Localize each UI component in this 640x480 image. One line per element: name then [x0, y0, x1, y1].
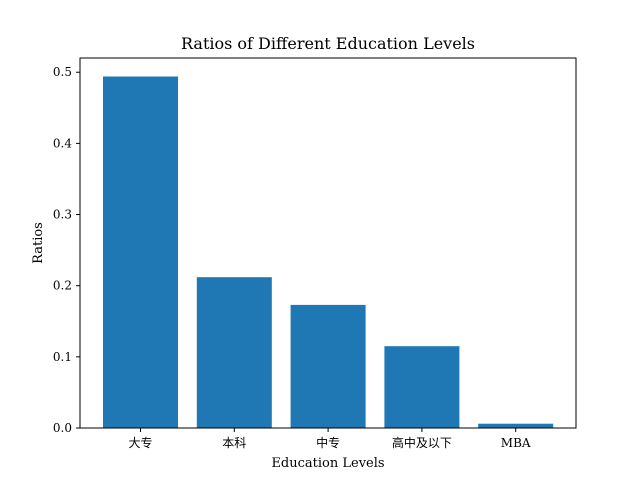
- x-tick-label: MBA: [501, 436, 531, 450]
- chart-title: Ratios of Different Education Levels: [181, 34, 475, 53]
- bar-0: [103, 76, 178, 428]
- bar-2: [290, 304, 366, 428]
- bars-group: [103, 76, 554, 428]
- y-tick-label: 0.5: [53, 65, 72, 79]
- x-tick-label: 本科: [222, 436, 246, 450]
- bar-4: [478, 423, 554, 428]
- y-tick-label: 0.1: [53, 350, 72, 364]
- y-tick-label: 0.0: [53, 421, 72, 435]
- y-tick-label: 0.3: [53, 208, 72, 222]
- y-axis: 0.0 0.1 0.2 0.3 0.4 0.5: [53, 65, 80, 435]
- y-tick-label: 0.4: [53, 136, 72, 150]
- x-axis-label: Education Levels: [271, 456, 384, 471]
- x-tick-label: 高中及以下: [392, 435, 452, 450]
- bar-1: [196, 277, 272, 428]
- y-axis-label: Ratios: [31, 222, 46, 264]
- x-tick-label: 大专: [128, 435, 152, 450]
- y-tick-label: 0.2: [53, 279, 72, 293]
- x-tick-label: 中专: [316, 435, 340, 450]
- x-axis: 大专 本科 中专 高中及以下 MBA: [128, 428, 531, 450]
- bar-3: [384, 346, 460, 428]
